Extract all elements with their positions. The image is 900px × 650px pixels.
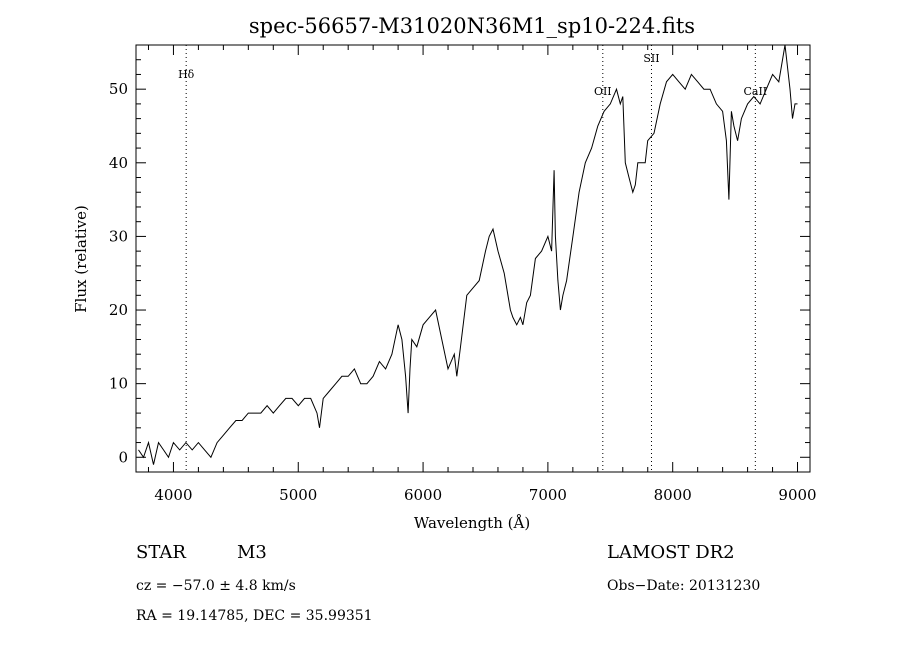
class-label: STAR	[136, 542, 186, 563]
x-axis: 4000 5000 6000 7000 8000 9000	[147, 45, 817, 504]
line-marker-label: CaII	[743, 85, 767, 98]
line-marker-label: SII	[643, 52, 659, 65]
y-axis: 0 10 20 30 40 50	[109, 59, 810, 466]
y-tick-label: 30	[109, 227, 128, 245]
plot-frame	[135, 44, 811, 473]
x-tick-label: 4000	[154, 486, 192, 504]
survey-label: LAMOST DR2	[607, 542, 735, 563]
line-markers: Hδ OII SII CaII	[178, 45, 767, 472]
y-axis-label: Flux (relative)	[72, 205, 90, 313]
redshift-text: cz = −57.0 ± 4.8 km/s	[136, 578, 296, 594]
x-tick-label: 9000	[778, 486, 816, 504]
y-tick-label: 0	[118, 448, 128, 466]
x-tick-label: 6000	[404, 486, 442, 504]
x-axis-label: Wavelength (Å)	[414, 514, 530, 532]
x-tick-label: 7000	[529, 486, 567, 504]
x-tick-label: 5000	[279, 486, 317, 504]
y-tick-label: 10	[109, 375, 128, 393]
spectrum-line	[138, 44, 798, 465]
y-tick-label: 20	[109, 301, 128, 319]
y-tick-label: 40	[109, 154, 128, 172]
obs-date-text: Obs−Date: 20131230	[607, 578, 760, 594]
y-tick-label: 50	[109, 80, 128, 98]
chart-title: spec-56657-M31020N36M1_sp10-224.fits	[249, 14, 695, 38]
line-marker-label: OII	[594, 85, 612, 98]
x-tick-label: 8000	[654, 486, 692, 504]
subclass-label: M3	[237, 542, 267, 563]
coords-text: RA = 19.14785, DEC = 35.99351	[136, 608, 373, 624]
line-marker-label: Hδ	[178, 68, 195, 81]
